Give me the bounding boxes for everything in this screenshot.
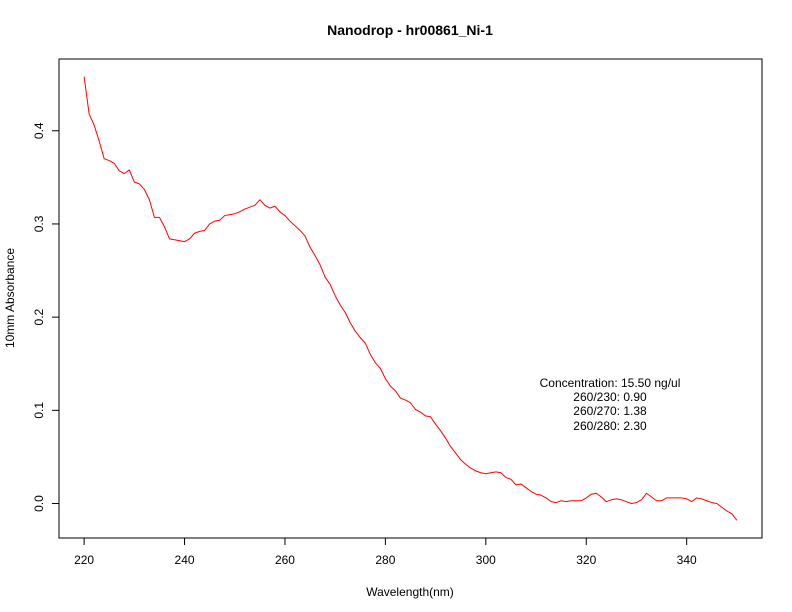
x-tick-label: 220: [74, 553, 94, 567]
y-tick-label: 0.0: [32, 495, 46, 512]
y-tick-label: 0.3: [32, 215, 46, 232]
ratio-260-230-text: 260/230: 0.90: [573, 390, 647, 404]
absorbance-series-line: [83, 76, 738, 521]
series-layer: [83, 76, 738, 521]
ratio-260-270-text: 260/270: 1.38: [573, 404, 647, 418]
ratio-260-280-text: 260/280: 2.30: [573, 419, 647, 433]
x-tick-label: 240: [175, 553, 195, 567]
y-tick-label: 0.4: [32, 122, 46, 139]
x-tick-label: 320: [576, 553, 596, 567]
concentration-text: Concentration: 15.50 ng/ul: [540, 376, 681, 390]
x-tick-label: 300: [476, 553, 496, 567]
x-axis: 220 240 260 280 300 320 340: [74, 537, 697, 567]
x-tick-label: 260: [275, 553, 295, 567]
y-tick-label: 0.2: [32, 308, 46, 325]
y-tick-label: 0.1: [32, 402, 46, 419]
x-axis-label: Wavelength(nm): [366, 585, 454, 599]
x-tick-label: 340: [677, 553, 697, 567]
x-tick-label: 280: [375, 553, 395, 567]
stats-annotation: Concentration: 15.50 ng/ul 260/230: 0.90…: [540, 376, 681, 433]
y-axis: 0.0 0.1 0.2 0.3 0.4: [32, 122, 60, 512]
y-axis-label: 10mm Absorbance: [3, 248, 17, 348]
chart-title: Nanodrop - hr00861_Ni-1: [327, 22, 493, 38]
